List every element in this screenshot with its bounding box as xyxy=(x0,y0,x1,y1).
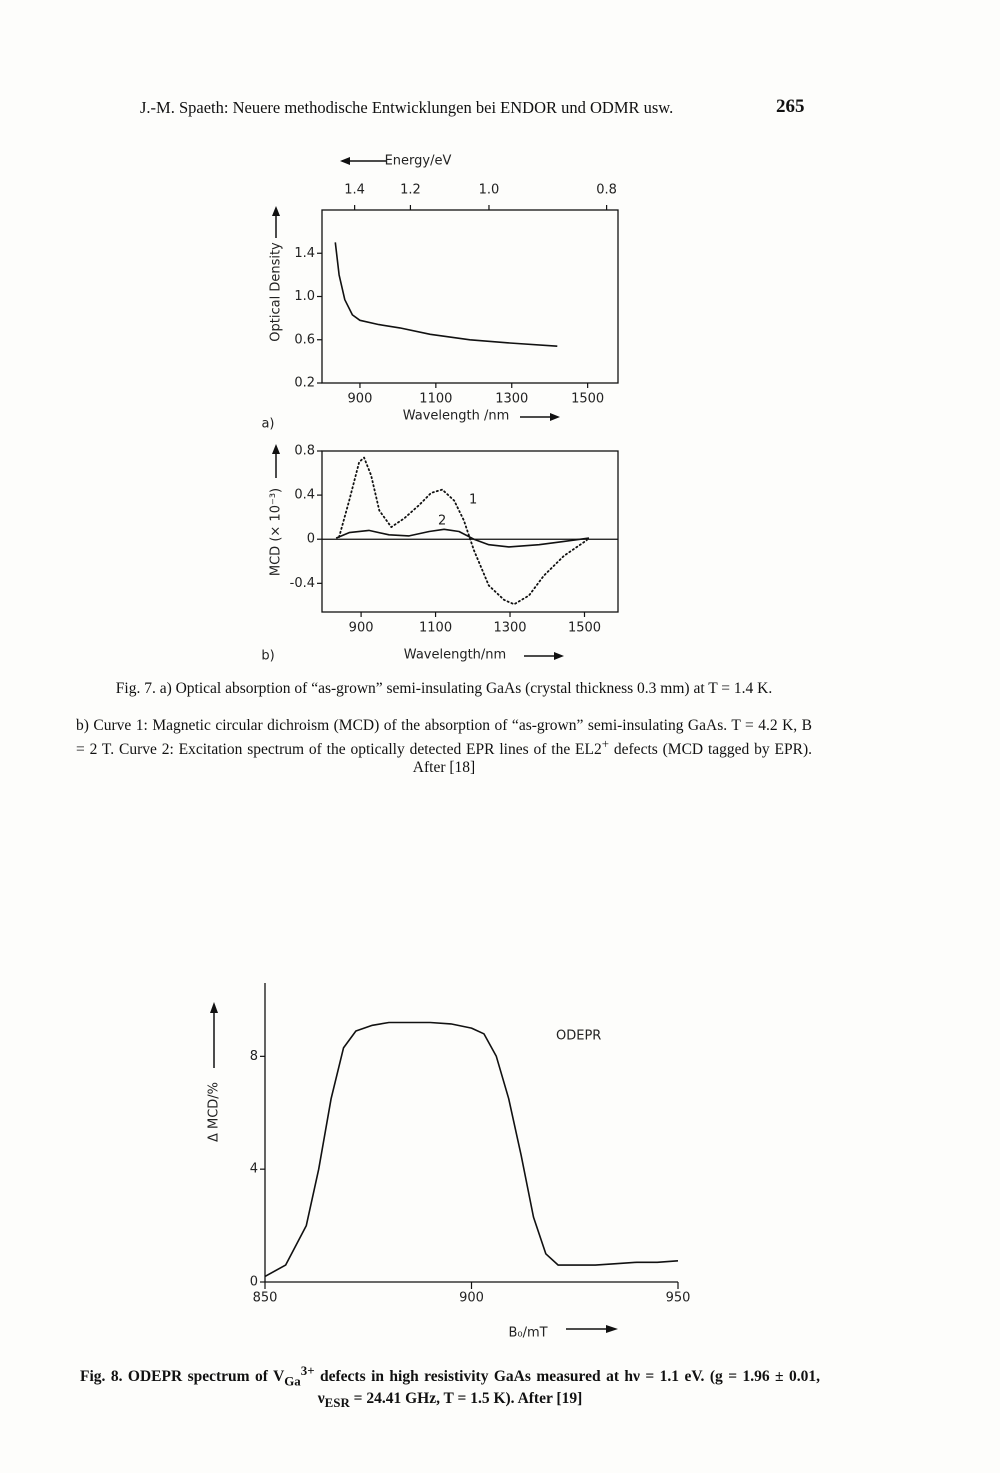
data-line xyxy=(338,456,588,606)
caption: Fig. 7. a) Optical absorption of “as-gro… xyxy=(115,680,773,697)
plot-frame xyxy=(321,209,619,384)
caption: b) Curve 1: Magnetic circular dichroism … xyxy=(76,717,812,777)
arrow-head xyxy=(272,444,280,454)
data-line xyxy=(264,1021,679,1278)
x-axis-title: Wavelength/nm xyxy=(404,648,506,663)
y-tick-label: 0.6 xyxy=(294,332,315,347)
arrow-head xyxy=(340,157,350,165)
x2-tick-label: 0.8 xyxy=(596,183,617,198)
data-line xyxy=(335,528,590,548)
y-axis-title: MCD (× 10⁻³) xyxy=(269,488,284,576)
y-tick-label: 8 xyxy=(250,1049,258,1064)
y-tick-label: 0.8 xyxy=(294,444,315,459)
caption-text: ESR xyxy=(324,1395,350,1411)
x-axis-title: Wavelength /nm xyxy=(403,409,510,424)
arrow-head xyxy=(210,1002,218,1013)
x-tick-label: 1100 xyxy=(419,621,452,636)
x-tick-label: 850 xyxy=(253,1291,278,1306)
data-line xyxy=(334,242,558,347)
x2-tick-label: 1.4 xyxy=(344,183,365,198)
x2-tick-label: 1.2 xyxy=(400,183,421,198)
y-axis-title: Δ MCD/% xyxy=(207,1082,222,1142)
panel-label: a) xyxy=(261,417,274,432)
plot-frame xyxy=(321,450,619,613)
x-tick-label: 1100 xyxy=(419,392,452,407)
y-tick-label: 1.0 xyxy=(294,289,315,304)
x-tick-label: 1500 xyxy=(571,392,604,407)
y-tick-label: 4 xyxy=(250,1162,258,1177)
x-tick-label: 900 xyxy=(459,1291,484,1306)
curve-label: 1 xyxy=(469,493,477,508)
x-tick-label: 1300 xyxy=(493,621,526,636)
caption-text: = 24.41 GHz, T = 1.5 K). After [19] xyxy=(349,1390,583,1408)
caption-text: 3+ xyxy=(300,1363,315,1378)
y-tick-label: 0.4 xyxy=(294,488,315,503)
caption-text: defects (MCD tagged by EPR). After [18] xyxy=(412,741,812,777)
caption-text: Fig. 8. ODEPR spectrum of V xyxy=(80,1368,285,1386)
x-axis-title: B₀/mT xyxy=(508,1326,547,1341)
y-tick-label: 0.2 xyxy=(294,376,315,391)
caption-text: + xyxy=(601,736,610,751)
x2-tick-label: 1.0 xyxy=(479,183,500,198)
x-tick-label: 1300 xyxy=(495,392,528,407)
y-tick-label: 1.4 xyxy=(294,246,315,261)
x2-axis-title: Energy/eV xyxy=(385,154,452,169)
y-axis-title: Optical Density xyxy=(269,242,284,342)
y-tick-label: 0 xyxy=(250,1275,258,1290)
arrow-head xyxy=(550,413,560,421)
curve-label: 2 xyxy=(438,514,446,529)
caption-text: b) Curve 1: Magnetic circular dichroism … xyxy=(76,717,812,759)
y-tick-label: 0 xyxy=(307,532,315,547)
arrow-head xyxy=(606,1325,618,1333)
x-tick-label: 1500 xyxy=(568,621,601,636)
arrow-head xyxy=(554,652,564,660)
x-tick-label: 950 xyxy=(666,1291,691,1306)
caption: Fig. 8. ODEPR spectrum of VGa3+ defects … xyxy=(80,1362,820,1412)
x-tick-label: 900 xyxy=(348,392,373,407)
caption-text: Ga xyxy=(284,1373,301,1389)
panel-label: b) xyxy=(261,649,274,664)
caption-text: defects in high resistivity GaAs measure… xyxy=(314,1368,820,1408)
x-tick-label: 900 xyxy=(349,621,374,636)
running-header: J.-M. Spaeth: Neuere methodische Entwick… xyxy=(140,98,674,117)
y-tick-label: -0.4 xyxy=(290,576,315,591)
page-number: 265 xyxy=(776,96,805,117)
annotation: ODEPR xyxy=(556,1029,601,1044)
arrow-head xyxy=(272,206,280,216)
